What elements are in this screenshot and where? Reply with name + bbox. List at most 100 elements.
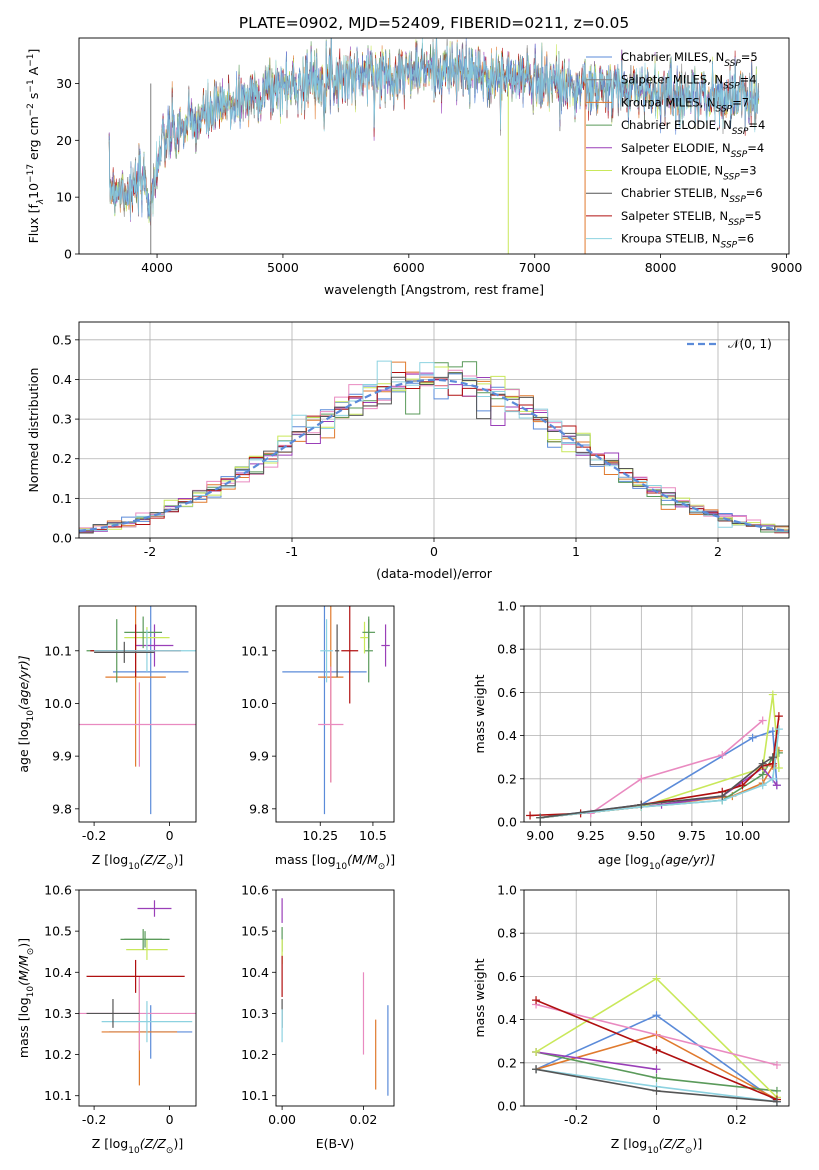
legend-entry-count: =6 <box>746 186 763 200</box>
x-tick-label: -2 <box>144 544 156 559</box>
xlabel-label: Z [log10(Z/Z⊙)] <box>92 1136 183 1156</box>
weight-marker <box>758 781 767 790</box>
xlabel-label-prefix: age [log <box>598 852 649 867</box>
legend-entry-name: Chabrier STELIB, N <box>621 186 729 200</box>
y-tick-label: 10.2 <box>44 1047 72 1062</box>
ylabel-part: ] <box>26 49 41 54</box>
legend-entry-name: Kroupa ELODIE, N <box>621 164 723 178</box>
x-tick-label: 4000 <box>141 260 173 275</box>
error-bar-point <box>94 641 155 663</box>
y-tick-label: 9.8 <box>52 801 72 816</box>
ylabel-label-suffix: (M/M <box>16 955 31 986</box>
x-tick-label: 0 <box>653 1112 661 1127</box>
weight-marker <box>768 774 777 783</box>
error-bar-point <box>362 616 376 649</box>
weight-marker <box>532 996 541 1005</box>
error-bar-point <box>124 929 163 950</box>
error-bar-point <box>112 606 189 815</box>
y-tick-label: 10.1 <box>241 643 269 658</box>
xlabel-label-sub: 10 <box>128 1146 140 1156</box>
x-axis-label: E(B-V) <box>316 1136 355 1151</box>
legend-entry-sub: SSP <box>721 241 738 251</box>
legend-entry: Salpeter STELIB, NSSP=5 <box>621 209 762 228</box>
weight-marker <box>758 759 767 768</box>
legend-entry-count: =3 <box>740 164 757 178</box>
panel-weight-vs-z: -0.2 0 0.2 0.0 0.2 0.4 0.6 0.8 1.0 Z [log10(Z/Z⊙)… <box>472 883 790 1156</box>
weight-marker <box>637 800 646 809</box>
y-tick-label: 0.2 <box>497 771 517 786</box>
x-tick-label: 9.50 <box>627 828 655 843</box>
legend-entry: Salpeter ELODIE, NSSP=4 <box>621 141 764 160</box>
legend-entry: Chabrier STELIB, NSSP=6 <box>621 186 763 205</box>
weight-marker <box>738 781 747 790</box>
error-bar-point <box>318 666 344 783</box>
legend-entry: Chabrier MILES, NSSP=5 <box>621 50 758 69</box>
ylabel-part: 10 <box>26 183 41 199</box>
y-tick-label: 10.1 <box>44 1088 72 1103</box>
panel-age-vs-mass: 10.25 10.5 9.8 9.9 10.0 10.1 mass [log10(M/M⊙)… <box>241 605 395 872</box>
x-tick-label: 0.02 <box>350 1112 378 1127</box>
y-tick-label: 10.1 <box>44 643 72 658</box>
error-bar-point <box>101 1001 193 1043</box>
x-tick-label: 5000 <box>267 260 299 275</box>
legend-entry-sub: SSP <box>732 127 749 137</box>
error-bar-point <box>341 606 359 704</box>
y-axis-label: Normed distribution <box>26 368 41 493</box>
weight-marker <box>772 1060 781 1069</box>
x-tick-label: 9.00 <box>526 828 554 843</box>
ylabel-label: age [log10(age/yr)] <box>16 655 36 772</box>
weight-marker <box>768 753 777 762</box>
y-tick-label: 0.6 <box>497 685 517 700</box>
ylabel-label-prefix: age [log <box>16 721 31 772</box>
plot-frame <box>523 889 790 1107</box>
y-tick-label: 10.1 <box>241 1088 269 1103</box>
error-bar-point <box>94 629 196 672</box>
y-tick-label: 1.0 <box>497 599 517 614</box>
ylabel-label-suffix: (age/yr)] <box>16 655 31 710</box>
x-tick-label: 7000 <box>519 260 551 275</box>
y-tick-label: 0.4 <box>52 372 72 387</box>
xlabel-label-sub: 10 <box>128 862 140 872</box>
ylabel-part: s <box>26 93 41 104</box>
xlabel-label-end: )] <box>385 852 395 867</box>
y-tick-label: 0.0 <box>497 815 517 830</box>
xlabel-label-prefix: Z [log <box>611 1136 647 1151</box>
legend-entry: Kroupa STELIB, NSSP=6 <box>621 232 754 251</box>
error-bar-point <box>135 624 174 667</box>
xlabel-label: Z [log10(Z/Z⊙)] <box>611 1136 702 1156</box>
legend-entry-name: Salpeter STELIB, N <box>621 209 728 223</box>
y-axis-label: mass weight <box>472 674 487 753</box>
legend-entry-name: Kroupa MILES, N <box>621 95 716 109</box>
ylabel-part: −1 <box>26 79 36 92</box>
normal-curve <box>79 378 789 533</box>
y-tick-label: 9.9 <box>52 749 72 764</box>
legend-entry-count: =7 <box>732 95 749 109</box>
ylabel-label-sun: ⊙ <box>26 948 36 956</box>
legend-entry-sub: SSP <box>731 150 748 160</box>
spectrum-line <box>108 38 759 221</box>
weight-marker <box>532 1065 541 1074</box>
y-tick-label: 10.6 <box>44 883 72 898</box>
legend-entry-count: =4 <box>747 141 764 155</box>
xlabel-label-sub: 10 <box>647 1146 659 1156</box>
y-tick-label: 0.3 <box>52 412 72 427</box>
xlabel-label-suffix: (age/yr)] <box>660 852 715 867</box>
panel-spectrum: 4000 5000 6000 7000 8000 9000 0 10 20 30 Chabrier … <box>26 37 802 297</box>
weight-marker <box>532 1048 541 1056</box>
x-tick-label: 10.25 <box>302 828 338 843</box>
x-tick-label: 2 <box>714 544 722 559</box>
legend-entry-count: =5 <box>741 50 758 64</box>
ylabel-part: Flux [f <box>26 204 41 244</box>
x-tick-label: 10.00 <box>725 828 761 843</box>
y-tick-label: 0.5 <box>52 332 72 347</box>
x-tick-label: 0 <box>430 544 438 559</box>
x-tick-label: 8000 <box>645 260 677 275</box>
y-tick-label: 10.5 <box>44 924 72 939</box>
plot-area-age-vs-z <box>79 606 196 815</box>
error-bar-point <box>335 624 340 678</box>
xlabel-label-sun: ⊙ <box>166 1146 174 1156</box>
xlabel-label-sun: ⊙ <box>166 862 174 872</box>
plot-frame <box>78 321 790 539</box>
error-bar-point <box>79 682 196 767</box>
weight-series <box>590 719 764 815</box>
